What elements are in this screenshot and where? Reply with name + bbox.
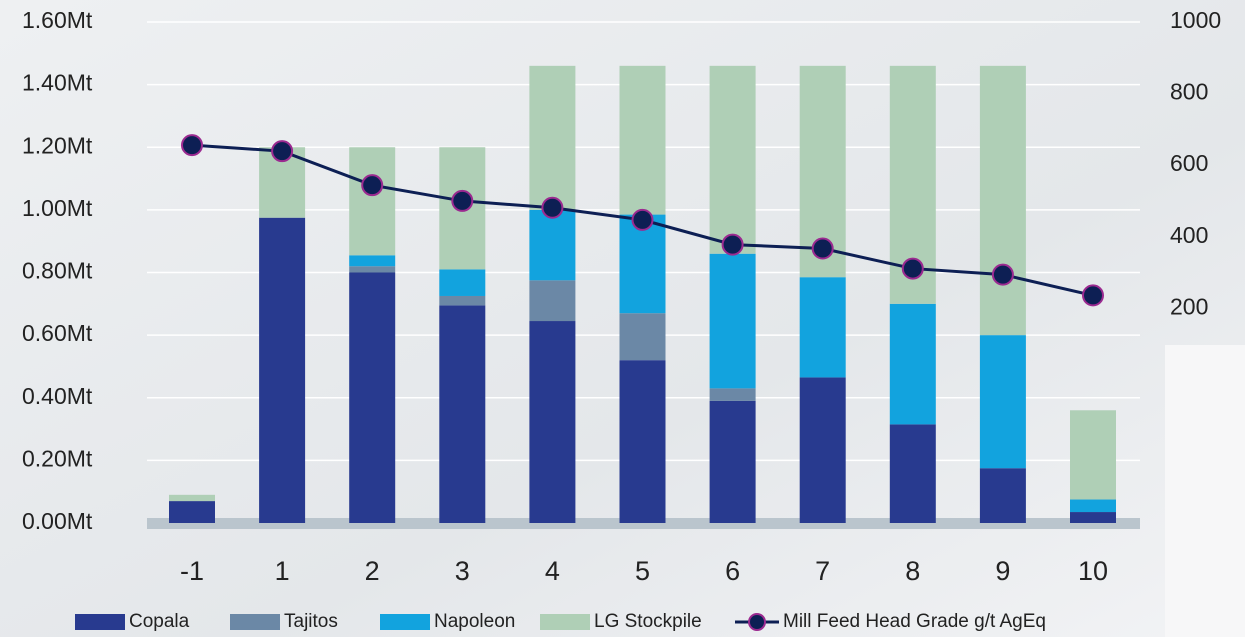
line-marker [451,189,474,212]
y-tick-label: 1.20Mt [22,132,93,158]
legend-marker [748,613,766,631]
line-marker [721,233,744,256]
bar-segment [979,468,1026,523]
legend-label: Napoleon [434,611,515,632]
bar-segment [349,147,396,256]
line-marker [811,237,834,260]
bar-segment [709,253,756,389]
bar-segment [349,272,396,523]
x-tick-label: 9 [995,556,1010,586]
bar-segment [1070,512,1116,523]
line-marker [181,134,203,157]
bar-segment [529,280,576,322]
y2-tick-label: 200 [1170,293,1208,319]
bar-segment [799,277,846,378]
y2-tick-label: 600 [1170,150,1208,176]
panel [1165,345,1245,637]
legend-label: Copala [129,611,190,632]
bar-segment [709,400,756,523]
bar-segment [529,65,576,210]
legend-label: Tajitos [284,611,338,632]
baseline [147,518,1140,529]
x-tick-label: 6 [725,556,740,586]
bar-segment [889,303,936,425]
bar-segment [619,214,666,314]
bar-segment [529,321,576,523]
bar-segment [1070,410,1116,500]
bar-segment [259,217,306,523]
x-tick-label: 1 [275,556,290,586]
y-tick-label: 0.20Mt [22,445,93,471]
x-tick-label: 3 [455,556,470,586]
x-tick-label: -1 [180,556,204,586]
x-tick-label: 4 [545,556,560,586]
bar-segment [529,209,576,281]
bar-segment [619,65,666,215]
bar-segment [619,313,666,361]
bar-segment [979,335,1026,469]
y2-tick-label: 400 [1170,222,1208,248]
x-tick-label: 7 [815,556,830,586]
bar-segment [889,424,936,523]
bar-segment [709,388,756,401]
x-tick-label: 10 [1078,556,1108,586]
y-tick-label: 1.60Mt [22,7,93,33]
legend-label: LG Stockpile [594,611,702,632]
y2-tick-label: 800 [1170,79,1208,105]
y-tick-label: 0.80Mt [22,258,93,284]
y2-tick-label: 1000 [1170,7,1221,33]
bar-segment [1070,499,1116,513]
legend-swatch [230,614,280,630]
line-marker [541,196,564,219]
bar-segment [169,501,215,523]
legend-swatch [540,614,590,630]
y-tick-label: 1.40Mt [22,70,93,96]
y-tick-label: 0.00Mt [22,508,93,534]
bar-segment [439,305,486,523]
bar-segment [439,295,486,306]
line-marker [901,257,924,280]
bar-segment [709,65,756,254]
line-marker [271,140,294,163]
line-marker [1082,284,1104,307]
x-tick-label: 5 [635,556,650,586]
y-tick-label: 1.00Mt [22,195,93,221]
legend-label: Mill Feed Head Grade g/t AgEq [783,611,1046,632]
bar-segment [439,269,486,296]
line-marker [631,208,654,231]
legend-swatch [380,614,430,630]
bar-segment [349,255,396,267]
y-tick-label: 0.60Mt [22,320,93,346]
y-tick-label: 0.40Mt [22,383,93,409]
x-tick-label: 8 [905,556,920,586]
bar-segment [979,65,1026,336]
x-tick-label: 2 [365,556,380,586]
bar-segment [619,360,666,523]
line-marker [991,263,1014,286]
bar-segment [169,494,215,502]
bar-segment [349,266,396,273]
legend-swatch [75,614,125,630]
bar-segment [799,377,846,523]
line-marker [361,174,384,197]
